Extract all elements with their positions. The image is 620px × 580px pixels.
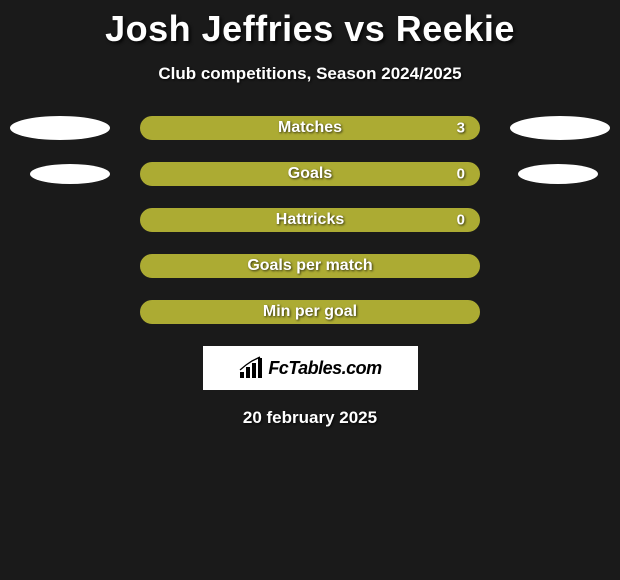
- stat-bar: Goals per match: [140, 254, 480, 278]
- page-title: Josh Jeffries vs Reekie: [105, 8, 515, 50]
- stat-bar: Matches 3: [140, 116, 480, 140]
- stat-row-goals-per-match: Goals per match: [0, 254, 620, 278]
- stat-bar: Goals 0: [140, 162, 480, 186]
- stat-row-goals: Goals 0: [0, 162, 620, 186]
- bar-chart-icon: [238, 356, 264, 380]
- stat-value: 0: [457, 212, 465, 229]
- stat-label: Matches: [278, 119, 342, 137]
- stat-row-min-per-goal: Min per goal: [0, 300, 620, 324]
- stats-list: Matches 3 Goals 0 Hattricks 0 Goals per …: [0, 116, 620, 324]
- stat-value: 0: [457, 166, 465, 183]
- stat-row-matches: Matches 3: [0, 116, 620, 140]
- marker-ellipse-icon: [510, 116, 610, 140]
- marker-ellipse-icon: [10, 116, 110, 140]
- stat-bar: Min per goal: [140, 300, 480, 324]
- stat-label: Hattricks: [276, 211, 344, 229]
- page-subtitle: Club competitions, Season 2024/2025: [158, 64, 461, 84]
- stat-label: Min per goal: [263, 303, 357, 321]
- logo-text: FcTables.com: [268, 358, 381, 379]
- stat-value: 3: [457, 120, 465, 137]
- marker-ellipse-icon: [30, 164, 110, 184]
- stat-label: Goals per match: [247, 257, 372, 275]
- stat-row-hattricks: Hattricks 0: [0, 208, 620, 232]
- stat-bar: Hattricks 0: [140, 208, 480, 232]
- fctables-logo: FcTables.com: [203, 346, 418, 390]
- marker-ellipse-icon: [518, 164, 598, 184]
- date-text: 20 february 2025: [243, 408, 377, 428]
- stat-label: Goals: [288, 165, 332, 183]
- infographic-container: Josh Jeffries vs Reekie Club competition…: [0, 0, 620, 580]
